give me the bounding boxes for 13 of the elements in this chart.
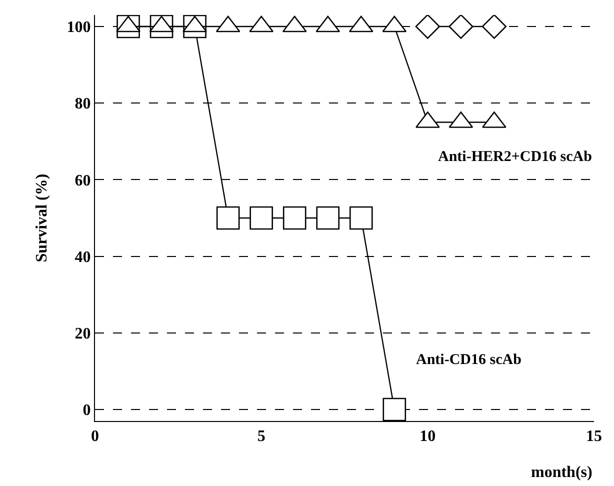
x-tick-label: 15 [586, 428, 602, 446]
y-tick-label: 100 [66, 19, 91, 36]
series-label: Anti-HER2+CD16 scAb [438, 149, 592, 165]
x-axis-title: month(s) [531, 464, 592, 481]
x-tick-label: 10 [420, 428, 436, 446]
series-label: Anti-CD16 scAb [416, 352, 522, 368]
y-tick-label: 40 [74, 248, 91, 266]
y-axis-title: Survival (%) [34, 174, 51, 262]
y-tick-label: 60 [74, 172, 91, 190]
y-tick-label: 80 [74, 96, 91, 113]
y-tick-label: 20 [74, 326, 91, 343]
x-tick-label: 5 [257, 428, 266, 446]
y-tick-label: 0 [82, 402, 91, 420]
